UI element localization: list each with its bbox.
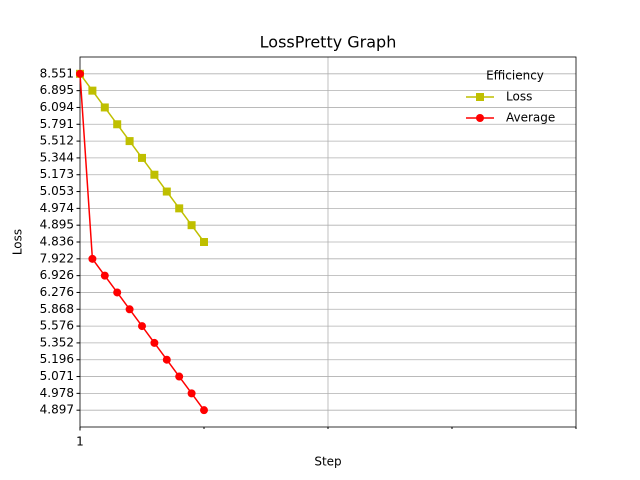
- y-tick-label: 5.512: [40, 134, 74, 148]
- y-tick-label: 8.551: [40, 66, 74, 80]
- marker: [125, 305, 134, 314]
- legend-label: Average: [506, 111, 555, 125]
- x-axis-label: Step: [314, 455, 341, 469]
- marker: [100, 271, 109, 280]
- marker: [88, 86, 97, 95]
- marker: [113, 288, 122, 297]
- legend-marker: [476, 93, 484, 101]
- marker: [200, 238, 208, 246]
- y-tick-label: 4.895: [40, 218, 74, 232]
- y-tick-label: 7.922: [40, 251, 74, 265]
- marker: [150, 170, 159, 179]
- plot-frame: [79, 56, 577, 428]
- y-tick-label: 6.276: [40, 285, 74, 299]
- marker: [200, 406, 208, 415]
- marker: [138, 322, 146, 331]
- marker: [162, 355, 171, 364]
- marker: [76, 69, 84, 78]
- legend-label: Loss: [506, 90, 532, 104]
- marker: [175, 372, 184, 381]
- y-tick-label: 4.836: [40, 235, 74, 249]
- y-tick-label: 6.895: [40, 83, 74, 97]
- marker: [187, 389, 196, 398]
- y-tick-label: 5.352: [40, 335, 74, 349]
- y-axis-label: Loss: [11, 229, 25, 255]
- y-tick-label: 4.897: [40, 403, 74, 417]
- y-tick-label: 4.974: [40, 201, 74, 215]
- marker: [187, 221, 196, 230]
- y-tick-label: 5.053: [40, 184, 74, 198]
- y-tick-label: 5.868: [40, 302, 74, 316]
- y-tick-label: 5.344: [40, 150, 74, 164]
- marker: [162, 187, 171, 196]
- y-tick-label: 5.071: [40, 369, 74, 383]
- marker: [125, 137, 134, 146]
- y-tick-label: 6.926: [40, 268, 74, 282]
- y-tick-label: 5.196: [40, 352, 74, 366]
- y-tick-label: 5.173: [40, 167, 74, 181]
- marker: [150, 338, 159, 347]
- marker: [113, 120, 122, 129]
- legend-marker: [476, 114, 484, 122]
- marker: [138, 153, 146, 162]
- y-tick-label: 5.576: [40, 319, 74, 333]
- marker: [175, 204, 184, 213]
- y-tick-label: 5.791: [40, 117, 74, 131]
- legend-title: Efficiency: [486, 69, 544, 83]
- y-tick-label: 6.094: [40, 100, 74, 114]
- y-tick-label: 4.978: [40, 386, 74, 400]
- marker: [100, 103, 109, 112]
- marker: [88, 254, 97, 263]
- chart-title: LossPretty Graph: [260, 33, 397, 52]
- x-tick-label: 1: [76, 435, 84, 449]
